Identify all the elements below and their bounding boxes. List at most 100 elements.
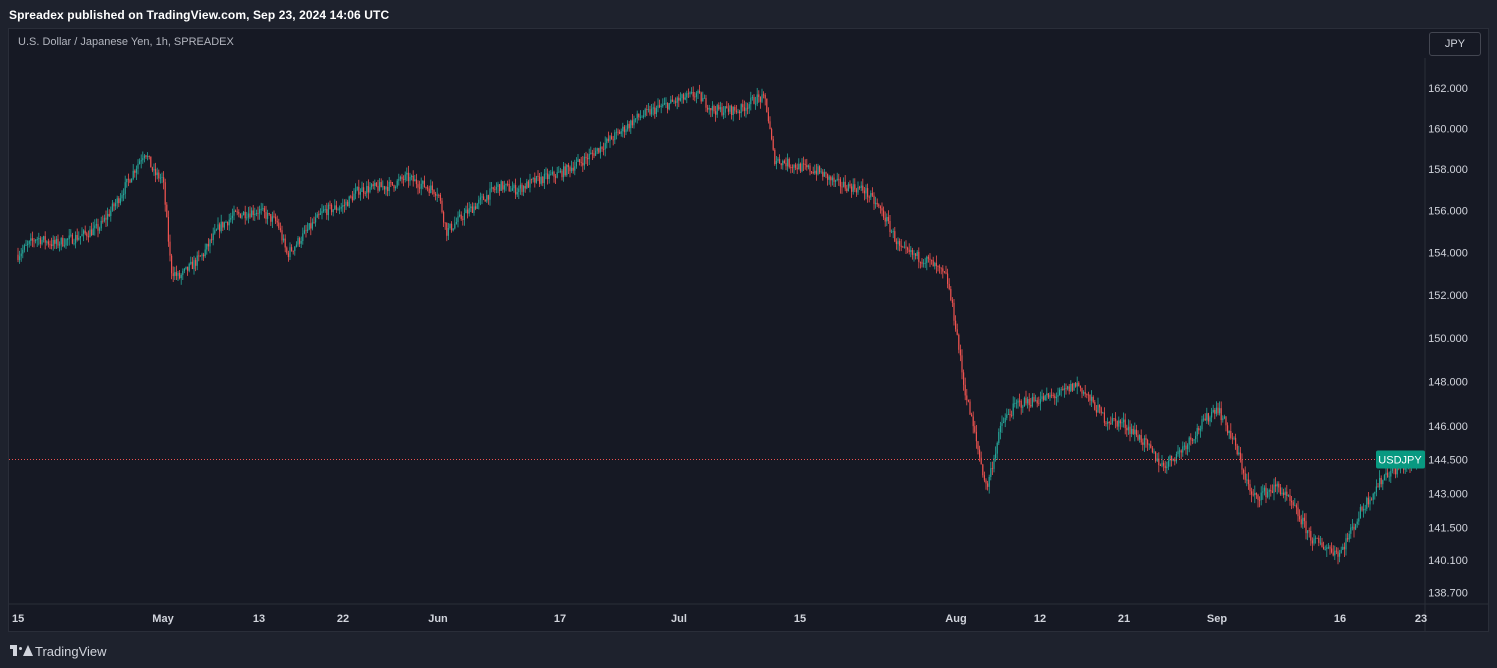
candle-body [1377,486,1379,488]
candle-body [1167,460,1169,467]
candle-body [419,187,421,189]
candle-body [27,243,29,246]
candle-body [439,194,441,201]
candle-body [860,185,862,188]
candle-body [121,195,123,199]
candle-body [243,211,245,216]
currency-button[interactable]: JPY [1429,32,1481,56]
candle-body [735,110,737,113]
candle-body [670,99,672,103]
candle-body [513,185,515,189]
candle-body [1211,412,1213,418]
candle-body [1342,546,1344,550]
candle-body [446,223,448,236]
candle-body [663,103,665,105]
footer-brand[interactable]: TradingView [10,642,107,660]
candle-body [414,179,416,182]
candle-body [156,172,158,176]
candle-body [515,185,517,195]
candle-body [1268,490,1270,492]
candle-body [1219,408,1221,414]
candle-body [123,193,125,196]
candle-body [33,240,35,242]
candle-body [935,262,937,267]
candle-body [395,187,397,189]
candle-body [667,103,669,110]
candle-body [532,178,534,180]
candle-body [158,172,160,179]
candle-body [812,171,814,174]
candle-body [444,222,446,224]
candle-body [579,159,581,163]
candle-body [993,458,995,469]
candle-body [942,268,944,272]
candle-body [713,106,715,112]
candle-body [855,189,857,193]
candle-body [820,171,822,173]
candle-body [1134,429,1136,434]
chart-frame[interactable] [8,28,1489,632]
candle-body [255,212,257,214]
candle-body [167,217,169,242]
candle-body [617,131,619,133]
candle-body [1287,495,1289,496]
candle-body [494,189,496,191]
candle-body [958,334,960,350]
candle-body [327,204,329,216]
candle-body [1220,408,1222,420]
candle-body [947,273,949,284]
candle-body [641,116,643,118]
candle-body [1359,507,1361,519]
candle-body [134,170,136,173]
candle-body [73,243,75,245]
candle-body [745,107,747,111]
time-tick-label: 12 [1034,613,1046,625]
candle-body [767,112,769,122]
candle-body [1262,491,1264,493]
current-price-axis-label: 144.500 [1428,455,1468,467]
candle-body [540,176,542,184]
candle-body [332,209,334,213]
candle-body [1023,397,1025,407]
candle-body [921,262,923,264]
candle-body [323,209,325,212]
candle-body [700,92,702,102]
candle-body [489,188,491,200]
candle-body [1265,487,1267,498]
candle-body [1177,451,1179,455]
candle-body [659,105,661,107]
candle-body [979,449,981,458]
candle-body [596,148,598,151]
candle-body [188,263,190,271]
candle-body [987,483,989,487]
candle-body [396,180,398,188]
candle-body [1092,396,1094,403]
candle-body [886,217,888,222]
candle-body [569,167,571,172]
candle-body [1166,466,1168,469]
candle-body [1108,422,1110,424]
candle-body [1199,429,1201,431]
candle-body [662,104,664,107]
candle-body [1148,444,1150,446]
candle-body [649,109,651,115]
candle-body [102,220,104,222]
candle-body [868,196,870,198]
candle-body [174,272,176,277]
candle-body [1358,518,1360,522]
candle-body [524,186,526,189]
candle-body [1097,405,1099,413]
candle-body [1215,407,1217,414]
candle-body [1230,430,1232,438]
candle-body [854,184,856,190]
candle-body [1025,397,1027,404]
candle-body [1014,403,1016,404]
candle-body [668,102,670,110]
candle-body [657,105,659,108]
candle-body [814,170,816,174]
candle-body [1110,423,1112,424]
candle-body [980,457,982,465]
candle-body [286,247,288,254]
candle-body [1369,499,1371,505]
